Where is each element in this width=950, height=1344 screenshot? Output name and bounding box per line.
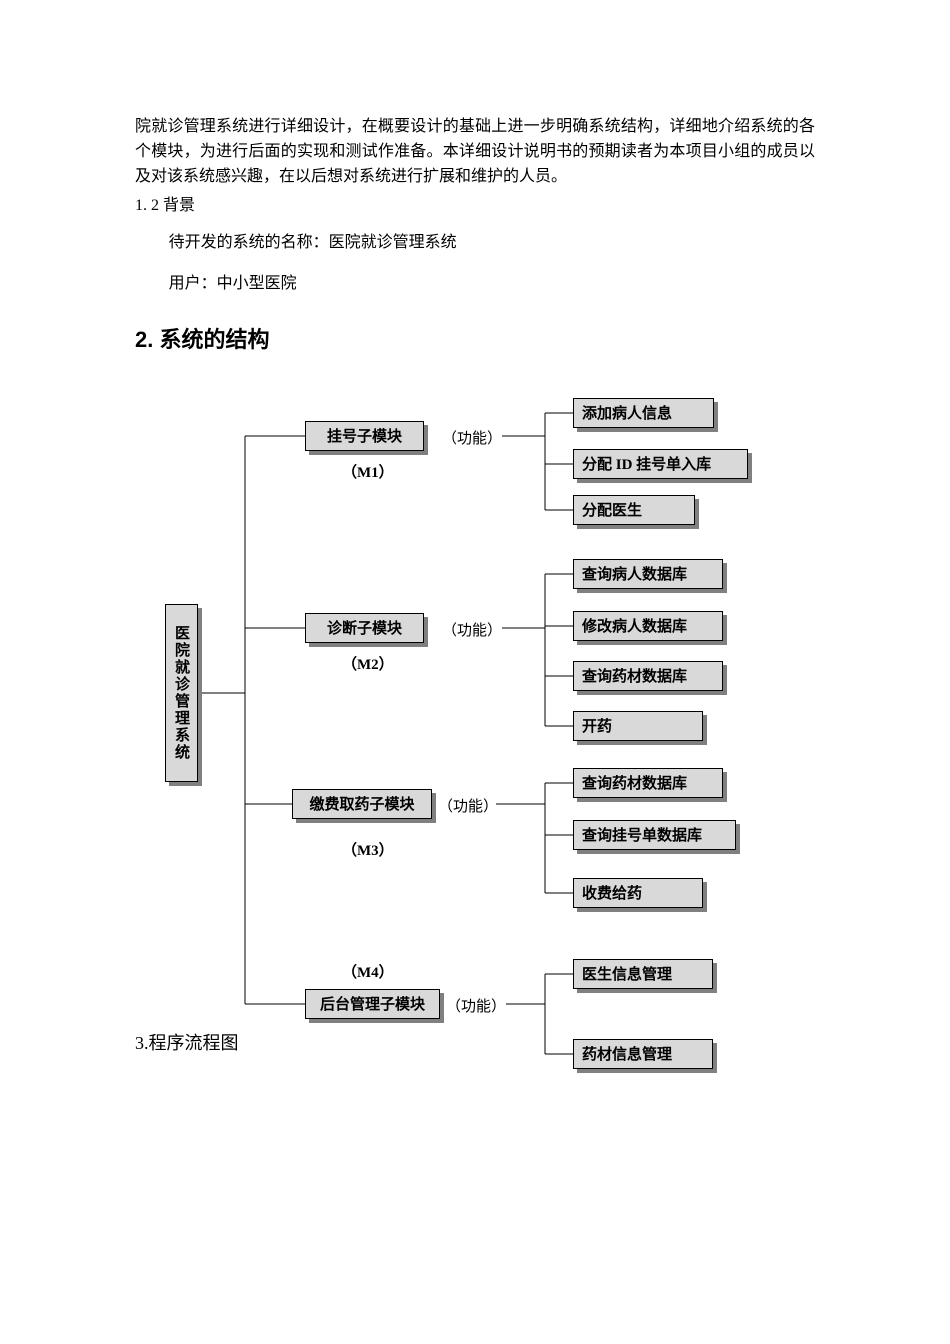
- leaf-m3-2: 查询挂号单数据库: [573, 820, 736, 850]
- leaf-m3-3: 收费给药: [573, 878, 703, 908]
- func-label-m1: （功能）: [442, 427, 502, 448]
- system-structure-diagram: 医院就诊管理系统 挂号子模块 （功能） （M1） 添加病人信息 分配 ID 挂号…: [150, 389, 830, 1089]
- m3-code: （M3）: [342, 839, 394, 860]
- bg-line-1: 待开发的系统的名称：医院就诊管理系统: [169, 231, 815, 256]
- func-label-m2: （功能）: [442, 619, 502, 640]
- leaf-m1-3: 分配医生: [573, 495, 695, 525]
- leaf-m4-1: 医生信息管理: [573, 959, 713, 989]
- section-2-title: 2. 系统的结构: [135, 322, 815, 354]
- section-1-2-title: 1. 2 背景: [135, 191, 815, 215]
- leaf-m1-1: 添加病人信息: [573, 398, 714, 428]
- section-3-title: 3.程序流程图: [135, 1029, 239, 1055]
- intro-paragraph: 院就诊管理系统进行详细设计，在概要设计的基础上进一步明确系统结构，详细地介绍系统…: [135, 115, 815, 189]
- leaf-m3-1: 查询药材数据库: [573, 768, 723, 798]
- module-m3-box: 缴费取药子模块: [292, 789, 432, 819]
- bg-line-2: 用户：中小型医院: [169, 272, 815, 297]
- func-label-m4: （功能）: [446, 995, 506, 1016]
- leaf-m2-4: 开药: [573, 711, 703, 741]
- m2-code: （M2）: [342, 653, 394, 674]
- leaf-m2-3: 查询药材数据库: [573, 661, 723, 691]
- func-label-m3: （功能）: [438, 795, 498, 816]
- connector-lines: [150, 389, 830, 1089]
- module-m4-box: 后台管理子模块: [305, 989, 440, 1019]
- leaf-m1-2: 分配 ID 挂号单入库: [573, 449, 748, 479]
- module-m2-box: 诊断子模块: [305, 613, 424, 643]
- root-node: 医院就诊管理系统: [165, 604, 198, 782]
- m1-code: （M1）: [342, 461, 394, 482]
- leaf-m4-2: 药材信息管理: [573, 1039, 713, 1069]
- m4-code: （M4）: [342, 961, 394, 982]
- leaf-m2-2: 修改病人数据库: [573, 611, 723, 641]
- leaf-m2-1: 查询病人数据库: [573, 559, 723, 589]
- module-m1-box: 挂号子模块: [305, 421, 424, 451]
